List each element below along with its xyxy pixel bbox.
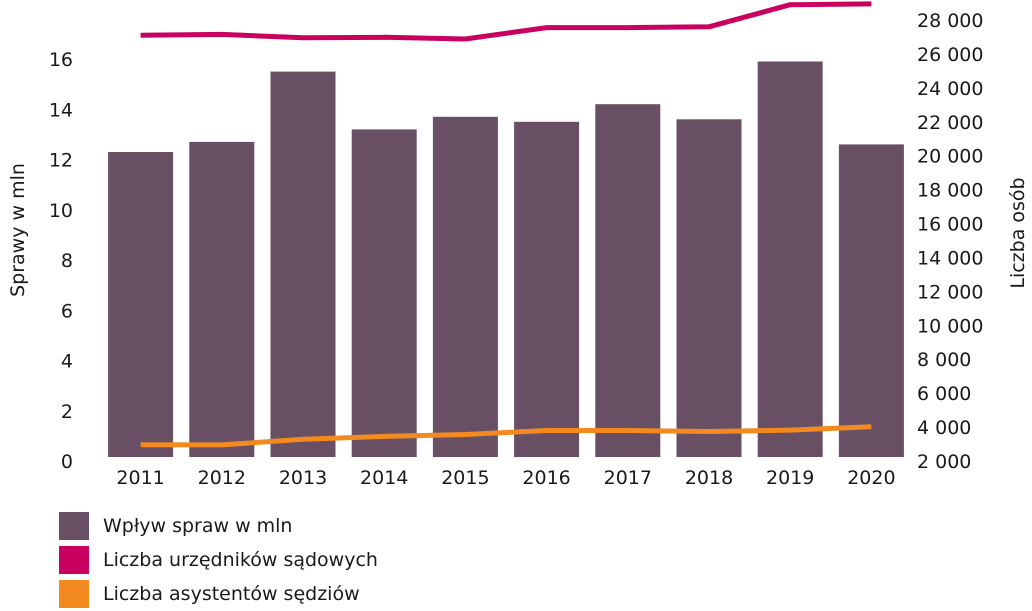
y2-tick-label: 20 000 [917, 146, 983, 168]
y2-tick-label: 8 000 [917, 349, 971, 371]
legend-label-clerks: Liczba urzędników sądowych [103, 549, 378, 571]
y2-tick-label: 10 000 [917, 315, 983, 337]
bar-2019 [757, 61, 823, 457]
y2-tick-label: 26 000 [917, 44, 983, 66]
x-tick-label: 2013 [279, 467, 327, 489]
y-tick-label: 8 [61, 250, 73, 272]
legend: Wpływ spraw w mln Liczba urzędników sądo… [59, 509, 378, 611]
bar-2016 [514, 121, 580, 458]
y-axis-left-title: Sprawy w mln [7, 163, 29, 297]
y2-tick-label: 24 000 [917, 78, 983, 100]
y2-tick-label: 12 000 [917, 281, 983, 303]
bar-2020 [838, 144, 904, 457]
bar-series [108, 61, 904, 458]
y2-tick-label: 2 000 [917, 451, 971, 473]
line-clerks [140, 1, 872, 42]
y-tick-label: 0 [61, 451, 73, 473]
x-axis-ticks: 2011 2012 2013 2014 2015 2016 2017 2018 2019 2020 [116, 467, 895, 489]
bar-2012 [189, 141, 255, 457]
y2-tick-label: 4 000 [917, 417, 971, 439]
legend-swatch-clerks [59, 546, 89, 574]
bar-2015 [432, 116, 498, 458]
legend-swatch-assistants [59, 580, 89, 608]
y-axis-right-ticks: 2 000 4 000 6 000 8 000 10 000 12 000 14 000 16… [917, 10, 983, 473]
legend-item-assistants: Liczba asystentów sędziów [59, 577, 378, 611]
x-tick-label: 2018 [685, 467, 733, 489]
y2-tick-label: 18 000 [917, 180, 983, 202]
y2-tick-label: 22 000 [917, 112, 983, 134]
x-tick-label: 2015 [441, 467, 489, 489]
y-tick-label: 14 [49, 99, 73, 121]
y2-tick-label: 16 000 [917, 214, 983, 236]
legend-label-cases: Wpływ spraw w mln [103, 515, 293, 537]
y-tick-label: 2 [61, 401, 73, 423]
y2-tick-label: 6 000 [917, 383, 971, 405]
x-tick-label: 2017 [604, 467, 652, 489]
line-assistants [140, 424, 872, 448]
legend-item-cases: Wpływ spraw w mln [59, 509, 378, 543]
bar-2014 [351, 129, 417, 457]
y-tick-label: 6 [61, 300, 73, 322]
y2-tick-label: 28 000 [917, 10, 983, 32]
legend-swatch-cases [59, 512, 89, 540]
line-series [140, 1, 872, 448]
y-tick-label: 16 [49, 49, 73, 71]
x-tick-label: 2019 [766, 467, 814, 489]
bar-2013 [270, 71, 336, 457]
x-tick-label: 2020 [847, 467, 895, 489]
bar-2017 [595, 104, 661, 457]
x-tick-label: 2011 [116, 467, 164, 489]
legend-label-assistants: Liczba asystentów sędziów [103, 583, 360, 605]
bar-2018 [676, 119, 742, 458]
y-tick-label: 10 [49, 200, 73, 222]
x-tick-label: 2012 [198, 467, 246, 489]
y-tick-label: 4 [61, 351, 73, 373]
y-axis-left-ticks: 0 2 4 6 8 10 12 14 16 [49, 49, 73, 473]
y-axis-right-title: Liczba osób [1007, 177, 1029, 288]
y-tick-label: 12 [49, 150, 73, 172]
bar-2011 [108, 152, 174, 457]
y2-tick-label: 14 000 [917, 248, 983, 270]
x-tick-label: 2014 [360, 467, 408, 489]
legend-item-clerks: Liczba urzędników sądowych [59, 543, 378, 577]
x-tick-label: 2016 [522, 467, 570, 489]
